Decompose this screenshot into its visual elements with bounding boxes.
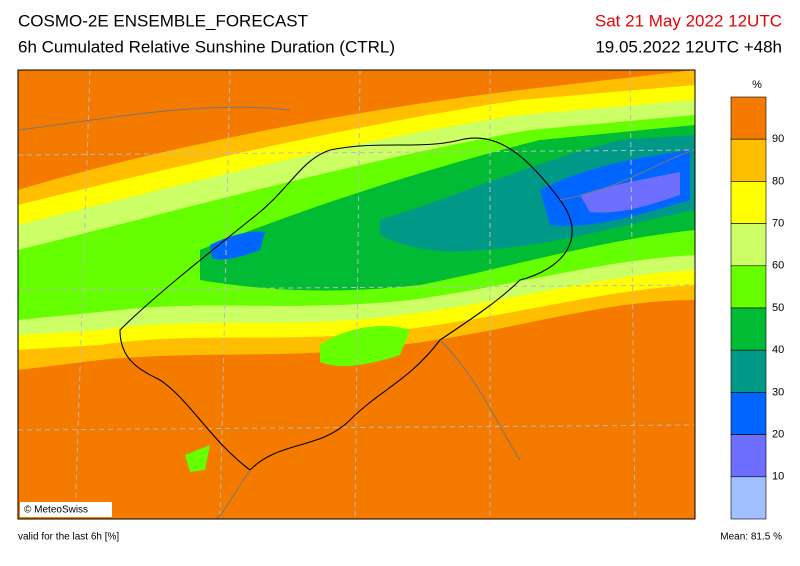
map: © MeteoSwiss — [17, 69, 696, 520]
valid-date: Sat 21 May 2022 12UTC — [595, 11, 782, 30]
legend-unit: % — [752, 79, 762, 91]
copyright-box — [20, 502, 112, 517]
legend-label: 80 — [772, 175, 784, 187]
footer-note: valid for the last 6h [%] — [18, 532, 119, 543]
legend-swatch — [730, 392, 767, 435]
legend-label: 50 — [772, 302, 784, 314]
title: COSMO-2E ENSEMBLE_FORECAST — [18, 11, 308, 30]
mean: Mean: 81.5 % — [720, 532, 782, 543]
legend-label: 20 — [772, 429, 784, 441]
legend-swatch — [730, 434, 767, 478]
legend-swatch — [730, 223, 767, 267]
legend-label: 60 — [772, 260, 784, 272]
legend-swatch — [730, 138, 767, 182]
legend-swatch — [730, 96, 767, 140]
copyright: © MeteoSwiss — [24, 505, 88, 516]
legend: % 90 80 70 60 50 40 30 20 10 — [730, 79, 784, 520]
legend-label: 10 — [772, 471, 784, 483]
legend-label: 90 — [772, 133, 784, 145]
legend-label: 40 — [772, 344, 784, 356]
run-info: 19.05.2022 12UTC +48h — [595, 37, 782, 56]
legend-swatch — [730, 265, 767, 309]
subtitle: 6h Cumulated Relative Sunshine Duration … — [18, 37, 395, 56]
legend-label: 30 — [772, 386, 784, 398]
legend-swatch — [730, 307, 767, 351]
legend-swatch — [730, 181, 767, 224]
legend-swatch — [730, 476, 767, 520]
legend-swatch — [730, 349, 767, 393]
legend-label: 70 — [772, 218, 784, 230]
